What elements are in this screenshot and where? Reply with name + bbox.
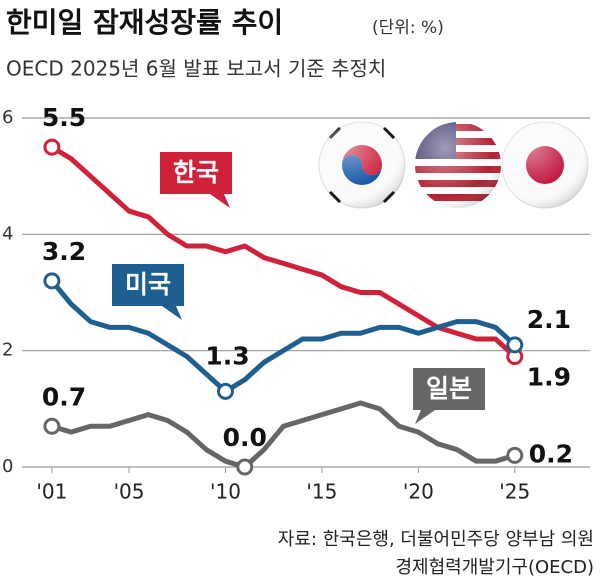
point-marker: [43, 417, 61, 435]
y-tick-label: 2: [2, 340, 13, 361]
x-tick-label: '01: [36, 480, 67, 504]
point-marker: [43, 138, 61, 156]
legend-pointer: [162, 306, 182, 320]
legend-pointer: [210, 194, 230, 208]
y-tick-label: 4: [2, 223, 13, 244]
y-tick-label: 6: [2, 107, 13, 128]
legend-label: 일본: [426, 374, 472, 403]
point-marker: [506, 446, 524, 464]
data-label: 5.5: [42, 103, 86, 132]
source-note: 경제협력개발기구(OECD): [396, 557, 595, 578]
data-label: 1.3: [205, 341, 249, 370]
series-line: [49, 279, 517, 394]
legend-box: [112, 264, 184, 306]
legend-label: 미국: [125, 270, 171, 299]
y-tick-label: 0: [2, 456, 13, 477]
x-tick-label: '20: [403, 480, 434, 504]
x-tick-label: '25: [499, 480, 530, 504]
point-marker: [216, 382, 234, 400]
data-label: 0.0: [223, 423, 267, 452]
data-label: 0.7: [42, 382, 86, 411]
series-line: [51, 400, 516, 470]
data-label: 1.9: [527, 362, 571, 391]
data-label: 3.2: [42, 237, 86, 266]
flags: [318, 121, 589, 209]
point-marker: [236, 458, 254, 476]
legend-box: [160, 152, 232, 194]
point-marker: [43, 272, 61, 290]
chart-title: 한미일 잠재성장률 추이: [6, 6, 283, 39]
legend-pointer: [415, 410, 435, 424]
source-note: 자료: 한국은행, 더불어민주당 양부남 의원: [278, 529, 594, 550]
data-label: 2.1: [527, 305, 571, 334]
x-tick-label: '15: [306, 480, 337, 504]
x-tick-label: '05: [114, 480, 145, 504]
chart-subtitle: OECD 2025년 6월 발표 보고서 기준 추정치: [6, 57, 386, 81]
unit-note: (단위: %): [372, 18, 444, 38]
data-label: 0.2: [529, 439, 573, 468]
legend-label: 한국: [173, 158, 219, 187]
legend-box: [413, 368, 485, 410]
point-marker: [506, 336, 524, 354]
x-tick-label: '10: [210, 480, 241, 504]
